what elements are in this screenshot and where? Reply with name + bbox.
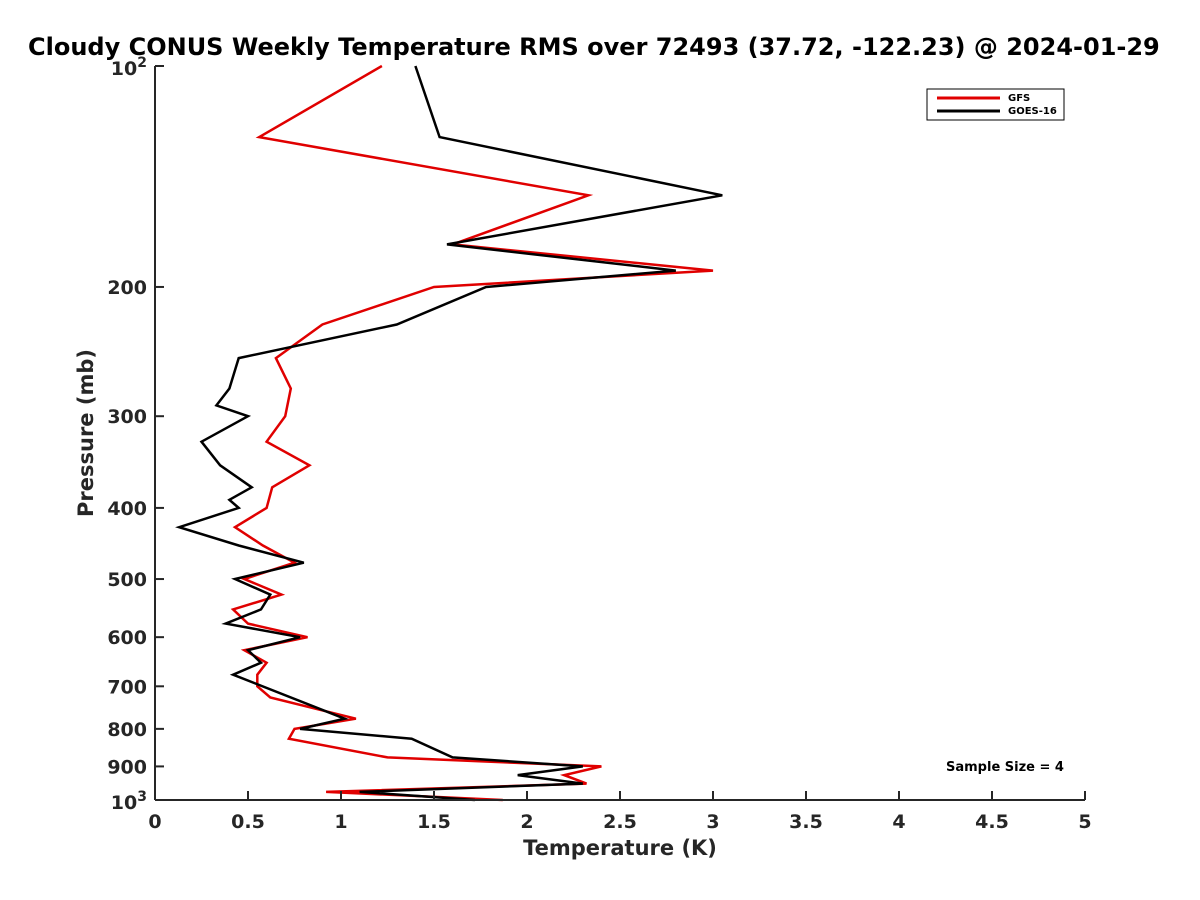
y-axis-label: Pressure (mb)	[74, 349, 98, 517]
legend-box	[926, 88, 1065, 121]
y-tick-label: 800	[107, 719, 147, 741]
x-tick-label: 4	[892, 811, 905, 833]
x-tick-label: 2.5	[603, 811, 637, 833]
x-tick-label: 3.5	[789, 811, 823, 833]
x-tick-label: 1.5	[417, 811, 451, 833]
x-tick-label: 0	[148, 811, 161, 833]
axes-layer: 0 0.5 1 1.5 2 2.5 3 3.5 4 4.5 51022003004005006007…	[107, 55, 1091, 833]
y-tick-label: 300	[107, 406, 147, 428]
legend: GFS GOES-16	[926, 88, 1065, 121]
y-tick-label-exponent: 3	[137, 789, 147, 805]
x-tick-label: 3	[706, 811, 719, 833]
x-tick-label: 4.5	[975, 811, 1009, 833]
y-tick-label: 102	[111, 55, 147, 80]
x-axis-label: Temperature (K)	[523, 836, 717, 860]
legend-label-goes16: GOES-16	[1008, 106, 1057, 117]
y-tick-label-exponent: 2	[137, 55, 147, 71]
x-tick-label: 0.5	[231, 811, 265, 833]
y-tick-label: 103	[111, 789, 147, 814]
y-tick-label: 900	[107, 756, 147, 778]
series-line-goes16	[175, 65, 723, 802]
series-layer	[175, 64, 723, 802]
sample-size-annotation: Sample Size = 4	[946, 760, 1064, 775]
x-tick-label: 5	[1078, 811, 1091, 833]
legend-label-gfs: GFS	[1008, 93, 1030, 104]
y-tick-label: 400	[107, 498, 147, 520]
y-tick-label-base: 10	[111, 58, 137, 80]
y-tick-label-base: 10	[111, 792, 137, 814]
y-tick-label: 200	[107, 277, 147, 299]
chart-title: Cloudy CONUS Weekly Temperature RMS over…	[28, 33, 1160, 61]
x-tick-label: 1	[334, 811, 347, 833]
y-tick-label: 500	[107, 569, 147, 591]
series-line-gfs	[230, 64, 714, 802]
y-tick-label: 600	[107, 627, 147, 649]
x-tick-label: 2	[520, 811, 533, 833]
y-tick-label: 700	[107, 676, 147, 698]
